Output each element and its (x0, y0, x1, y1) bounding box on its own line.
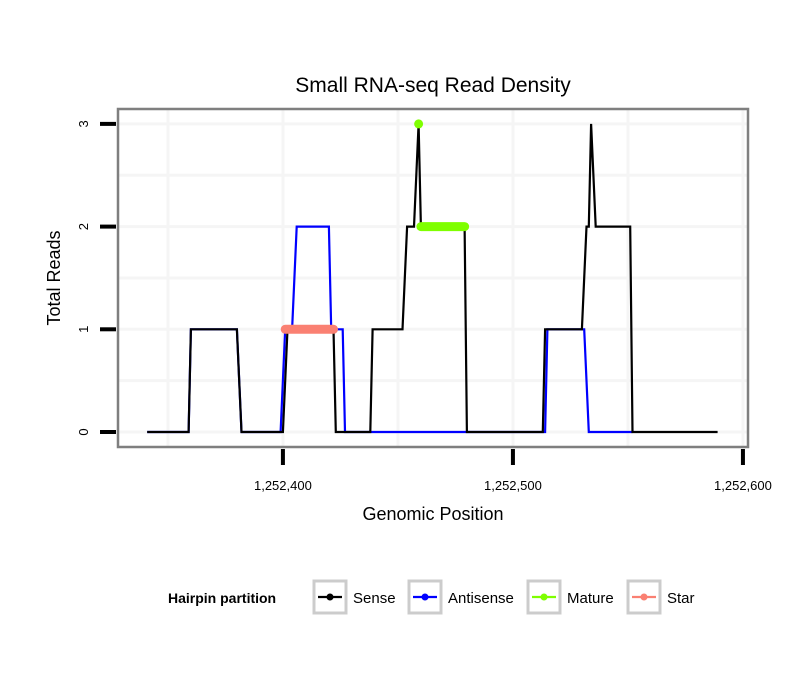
plot-panel (116, 107, 750, 449)
legend-entry-sense: Sense (312, 579, 396, 615)
panel-border (116, 107, 750, 449)
series-line-sense (147, 123, 718, 434)
grid (118, 109, 748, 447)
point-mature (414, 119, 424, 129)
y-tick-label: 2 (76, 223, 91, 230)
x-tick-label: 1,252,600 (714, 478, 772, 493)
legend-entry-star: Star (626, 579, 695, 615)
series-mature (414, 119, 470, 232)
legend-label: Star (667, 590, 695, 607)
x-tick-label: 1,252,500 (484, 478, 542, 493)
x-tick-label: 1,252,400 (254, 478, 312, 493)
legend-label: Antisense (448, 590, 514, 607)
legend-key-point (421, 593, 429, 601)
y-tick-label: 1 (76, 326, 91, 333)
legend-key-point (540, 593, 548, 601)
x-axis-title: Genomic Position (362, 504, 503, 524)
legend-entry-antisense: Antisense (407, 579, 514, 615)
y-axis: 0 1 2 3 (76, 120, 116, 436)
y-tick-label: 0 (76, 428, 91, 435)
legend-entries: Sense Antisense Mature Star (312, 579, 695, 615)
y-tick-label: 3 (76, 120, 91, 127)
chart-title: Small RNA-seq Read Density (295, 74, 571, 97)
series-sense (147, 123, 718, 434)
legend-label: Sense (353, 590, 396, 607)
legend-label: Mature (567, 590, 614, 607)
series-layer (147, 119, 718, 434)
legend-key-point (326, 593, 334, 601)
y-axis-title: Total Reads (44, 230, 64, 325)
legend: Hairpin partition Sense Antisense Mature St… (168, 579, 695, 615)
legend-title: Hairpin partition (168, 590, 276, 606)
legend-entry-mature: Mature (526, 579, 614, 615)
x-axis: 1,252,400 1,252,500 1,252,600 (254, 449, 772, 493)
legend-key-point (640, 593, 648, 601)
